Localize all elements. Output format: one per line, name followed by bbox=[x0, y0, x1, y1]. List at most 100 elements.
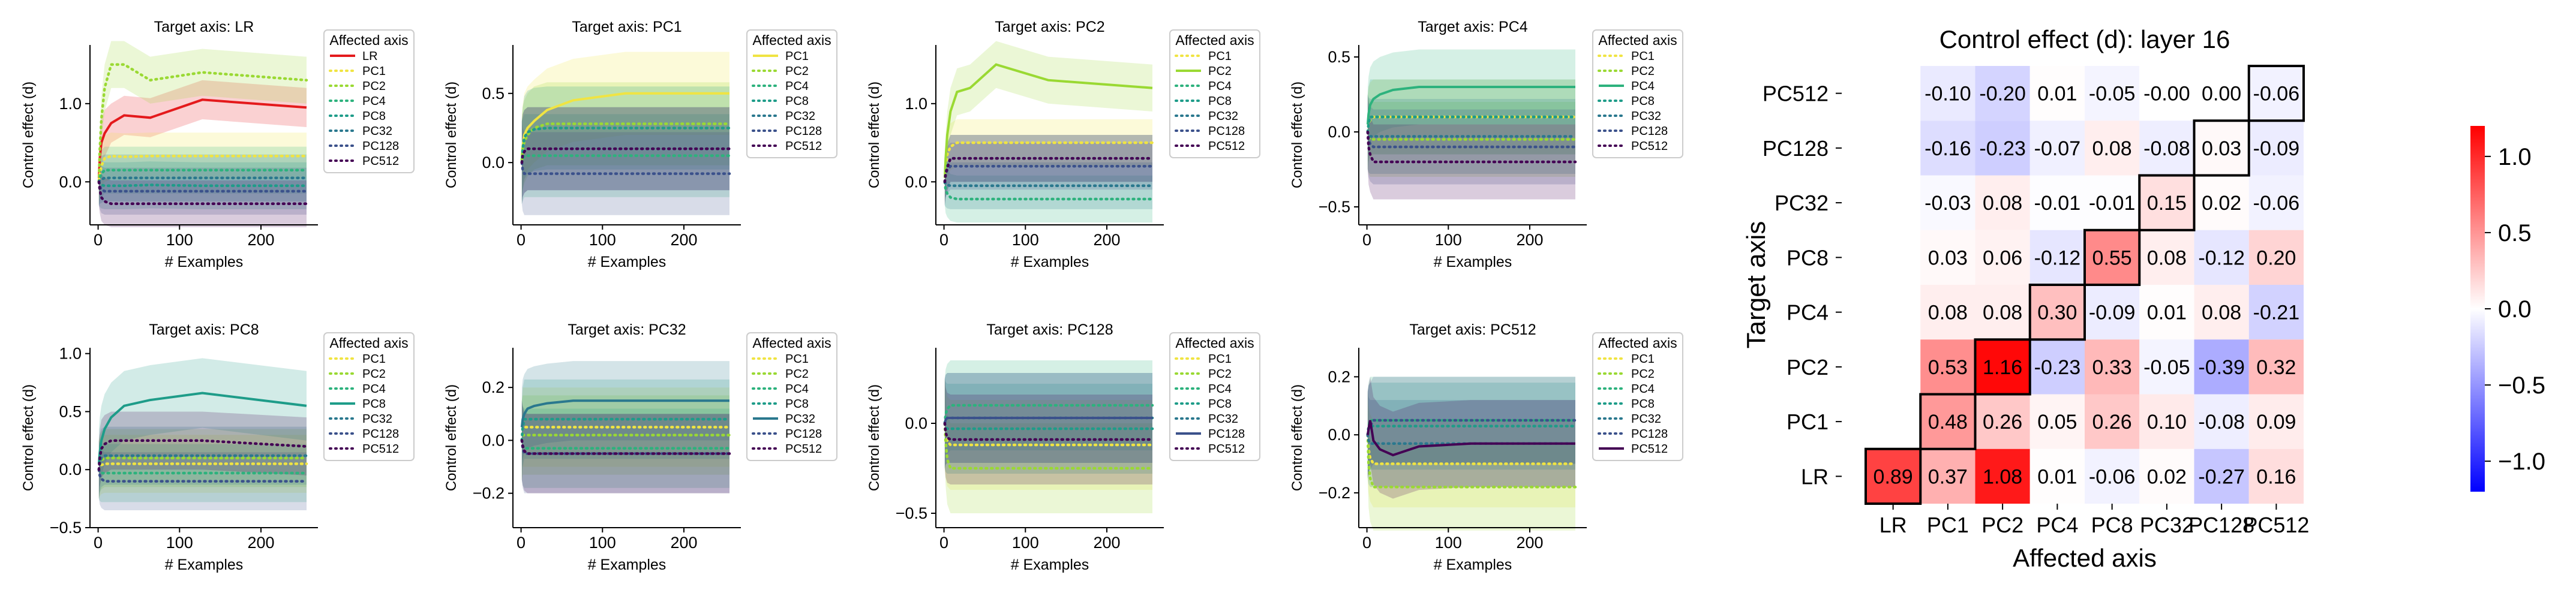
cell-label: -0.21 bbox=[2253, 302, 2300, 324]
cell-label: -0.06 bbox=[2253, 192, 2300, 215]
legend-label: PC32 bbox=[362, 413, 392, 426]
cell-label: -0.09 bbox=[2089, 302, 2136, 324]
legend-box bbox=[323, 332, 415, 461]
band-PC1 bbox=[98, 435, 307, 499]
heatmap-cell bbox=[1975, 175, 2030, 230]
colorbar-tick-label: −1.0 bbox=[2498, 449, 2545, 475]
legend-label: PC512 bbox=[1631, 140, 1668, 153]
x-axis-label: # Examples bbox=[1434, 556, 1512, 573]
x-tick-label: 100 bbox=[1435, 534, 1462, 552]
cell-label: 0.32 bbox=[2256, 356, 2296, 379]
y-axis-label: Control effect (d) bbox=[443, 82, 460, 188]
legend-label: PC2 bbox=[1631, 368, 1655, 381]
band-PC4 bbox=[521, 114, 729, 204]
cell-label: 0.00 bbox=[2202, 83, 2241, 106]
cell-label: 0.01 bbox=[2147, 302, 2187, 324]
heatmap-cell bbox=[2248, 339, 2304, 395]
heatmap-cell bbox=[2139, 175, 2194, 230]
colorbar-tick-label: 1.0 bbox=[2498, 144, 2532, 170]
colorbar-tick-label: −0.5 bbox=[2498, 372, 2545, 399]
heatmap-cell bbox=[2029, 339, 2085, 395]
band-PC32 bbox=[521, 361, 729, 467]
cell-label: 1.16 bbox=[1983, 356, 2022, 379]
band-PC4 bbox=[1367, 49, 1575, 162]
band-PC8 bbox=[944, 135, 1152, 206]
y-axis-label: Control effect (d) bbox=[1289, 82, 1305, 188]
series-PC128 bbox=[943, 164, 1154, 183]
heatmap-cell bbox=[2194, 66, 2249, 121]
heatmap-x-tick-label: PC1 bbox=[1927, 513, 1969, 537]
y-tick-label: −0.2 bbox=[473, 484, 505, 502]
cell-label: 0.08 bbox=[1983, 192, 2022, 215]
cell-label: 0.48 bbox=[1928, 411, 1968, 434]
cell-label: 0.02 bbox=[2202, 192, 2241, 215]
cell-label: -0.23 bbox=[1979, 137, 2026, 160]
band-PC2 bbox=[944, 378, 1152, 513]
band-PC8 bbox=[1367, 383, 1575, 478]
y-tick-label: 0.0 bbox=[59, 173, 82, 191]
y-tick-label: −0.5 bbox=[50, 519, 82, 537]
x-tick-label: 0 bbox=[939, 534, 948, 552]
heatmap-cell bbox=[1920, 449, 1975, 504]
legend-label: PC512 bbox=[1208, 443, 1245, 456]
x-tick-label: 200 bbox=[247, 231, 274, 249]
heatmap-x-tick-label: PC8 bbox=[2091, 513, 2133, 537]
cell-label: -0.39 bbox=[2198, 356, 2245, 379]
series-PC128 bbox=[943, 417, 1152, 424]
heatmap-cell bbox=[2194, 175, 2249, 230]
cell-label: 0.30 bbox=[2037, 302, 2077, 324]
heatmap-cell bbox=[2194, 121, 2249, 176]
y-tick-label: 0.5 bbox=[59, 402, 82, 420]
x-tick-label: 100 bbox=[166, 231, 193, 249]
heatmap-cell bbox=[1975, 339, 2030, 395]
cell-label: -0.08 bbox=[2143, 137, 2190, 160]
legend-label: PC8 bbox=[1631, 95, 1655, 108]
legend-label: PC512 bbox=[785, 443, 822, 456]
heatmap-cell bbox=[2085, 66, 2140, 121]
heatmap-y-tick-label: PC8 bbox=[1787, 245, 1829, 270]
cell-label: 0.08 bbox=[2202, 302, 2241, 324]
heatmap-y-tick-label: PC128 bbox=[1763, 136, 1829, 161]
panel-title: Target axis: PC128 bbox=[986, 321, 1113, 338]
diagonal-outline bbox=[2138, 174, 2196, 231]
heatmap-cell bbox=[2139, 66, 2194, 121]
cell-label: -0.06 bbox=[2089, 465, 2136, 488]
heatmap-cell bbox=[2194, 339, 2249, 395]
cell-label: 0.01 bbox=[2037, 83, 2077, 106]
cell-label: -0.12 bbox=[2198, 246, 2245, 269]
y-tick-label: 0.0 bbox=[1328, 426, 1350, 444]
line-panel-2: Target axis: PC1 0 100 200 0.0 0.5 # Examples C… bbox=[443, 19, 837, 270]
legend-label: PC32 bbox=[1631, 110, 1661, 123]
band-PC512 bbox=[98, 158, 307, 227]
band-PC4 bbox=[521, 401, 729, 488]
cell-label: 0.15 bbox=[2147, 192, 2187, 215]
legend-label: PC128 bbox=[1208, 428, 1245, 441]
cell-label: -0.09 bbox=[2253, 137, 2300, 160]
legend-label: PC4 bbox=[785, 80, 809, 93]
y-axis-label: Control effect (d) bbox=[866, 384, 882, 491]
legend-title: Affected axis bbox=[752, 32, 831, 48]
heatmap-y-tick-label: LR bbox=[1801, 464, 1829, 489]
x-tick-label: 0 bbox=[517, 534, 526, 552]
y-axis-label: Control effect (d) bbox=[20, 82, 37, 188]
band-PC128 bbox=[521, 121, 729, 215]
legend-label: LR bbox=[362, 50, 378, 63]
legend-label: PC8 bbox=[362, 398, 386, 411]
legend-label: PC4 bbox=[1631, 383, 1655, 396]
band-PC2 bbox=[1367, 94, 1575, 177]
legend-label: PC32 bbox=[362, 125, 392, 138]
heatmap-x-tick-label: LR bbox=[1880, 513, 1907, 537]
cell-label: 0.01 bbox=[2037, 465, 2077, 488]
diagonal-outline bbox=[1974, 338, 2031, 396]
diagonal-outline bbox=[2028, 284, 2086, 341]
cell-label: 0.33 bbox=[2092, 356, 2132, 379]
heatmap-cell bbox=[1920, 394, 1975, 449]
legend-label: PC128 bbox=[1631, 428, 1668, 441]
panel-title: Target axis: PC2 bbox=[995, 19, 1104, 35]
legend-label: PC8 bbox=[1208, 95, 1232, 108]
series-PC128 bbox=[97, 468, 308, 483]
series-PC1 bbox=[943, 141, 1154, 183]
y-tick-label: 0.2 bbox=[1328, 368, 1350, 386]
legend-label: PC512 bbox=[1208, 140, 1245, 153]
heatmap-cell bbox=[1920, 66, 1975, 121]
